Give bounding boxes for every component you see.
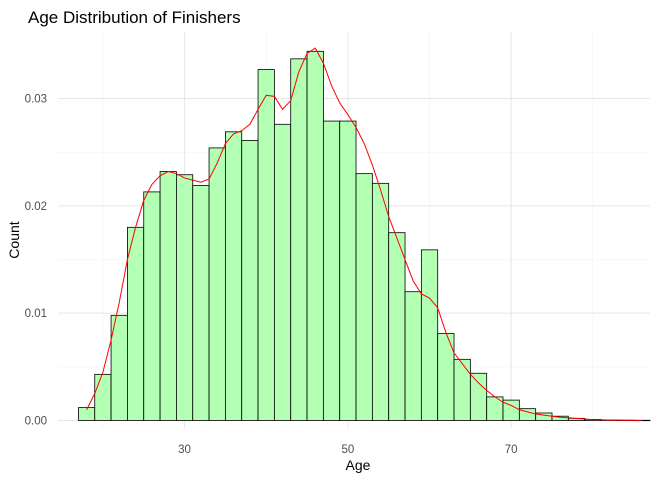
x-tick-label: 30 [178, 444, 191, 456]
histogram-bar [143, 191, 161, 421]
histogram-bar [159, 171, 177, 421]
y-tick-label: 0.02 [25, 201, 47, 213]
density-curve [86, 47, 642, 421]
histogram-bar [420, 249, 439, 421]
histogram-bar [224, 131, 243, 421]
histogram-bar [192, 185, 210, 421]
y-tick-label: 0.01 [25, 308, 47, 320]
histogram-bars [78, 50, 651, 422]
histogram-bar [404, 291, 422, 421]
histogram-bar [453, 358, 471, 421]
y-axis-title: Count [6, 221, 22, 258]
histogram-bar [94, 373, 112, 421]
histogram-bar [257, 69, 275, 421]
histogram-bar [339, 120, 357, 421]
histogram-bar [127, 226, 145, 421]
histogram-bar [175, 174, 194, 421]
histogram-bar [469, 372, 488, 421]
x-tick-label: 70 [505, 444, 518, 456]
histogram-bar [273, 123, 292, 421]
histogram-bar [306, 50, 324, 421]
y-tick-label: 0.03 [25, 94, 47, 106]
x-axis-title: Age [346, 457, 371, 473]
chart-title: Age Distribution of Finishers [28, 8, 241, 27]
histogram-bar [388, 232, 406, 421]
x-axis-tick-labels: 30 50 70 [178, 444, 517, 456]
y-tick-label: 0.00 [25, 415, 47, 427]
histogram-bar [241, 139, 259, 421]
histogram-bar [355, 173, 373, 421]
histogram-bar [290, 58, 308, 421]
histogram-bar [322, 120, 341, 421]
x-tick-label: 50 [341, 444, 354, 456]
histogram-bar [208, 147, 226, 421]
y-axis-tick-labels: 0.00 0.01 0.02 0.03 [25, 94, 47, 428]
histogram-bar [371, 182, 390, 421]
